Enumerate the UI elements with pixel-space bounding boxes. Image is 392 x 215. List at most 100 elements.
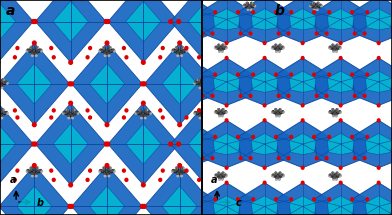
Circle shape bbox=[351, 198, 354, 201]
Circle shape bbox=[70, 113, 71, 114]
Circle shape bbox=[195, 112, 196, 113]
Circle shape bbox=[213, 82, 217, 86]
Circle shape bbox=[319, 4, 322, 7]
Circle shape bbox=[363, 157, 366, 160]
Circle shape bbox=[32, 173, 34, 175]
Circle shape bbox=[274, 175, 275, 176]
Circle shape bbox=[275, 109, 277, 111]
Circle shape bbox=[339, 111, 340, 112]
Polygon shape bbox=[162, 120, 215, 168]
Circle shape bbox=[125, 56, 128, 59]
Circle shape bbox=[3, 112, 5, 115]
Circle shape bbox=[203, 81, 204, 82]
Circle shape bbox=[198, 111, 201, 113]
Circle shape bbox=[276, 177, 278, 179]
Circle shape bbox=[336, 46, 337, 47]
Circle shape bbox=[179, 171, 180, 172]
Circle shape bbox=[221, 177, 222, 178]
Circle shape bbox=[263, 181, 266, 184]
Circle shape bbox=[182, 167, 183, 168]
Circle shape bbox=[279, 178, 280, 180]
Circle shape bbox=[204, 79, 206, 81]
Circle shape bbox=[280, 175, 282, 177]
Polygon shape bbox=[327, 9, 354, 30]
Circle shape bbox=[328, 73, 330, 76]
Circle shape bbox=[290, 11, 292, 14]
Circle shape bbox=[35, 175, 37, 177]
Circle shape bbox=[69, 113, 72, 115]
Circle shape bbox=[103, 49, 106, 51]
Circle shape bbox=[106, 51, 107, 52]
Circle shape bbox=[221, 114, 223, 116]
Polygon shape bbox=[16, 186, 52, 215]
Circle shape bbox=[279, 46, 280, 47]
Circle shape bbox=[312, 5, 313, 6]
Circle shape bbox=[278, 177, 279, 178]
Circle shape bbox=[336, 115, 337, 117]
Circle shape bbox=[33, 142, 37, 146]
Circle shape bbox=[253, 4, 255, 7]
Circle shape bbox=[333, 177, 334, 178]
Circle shape bbox=[377, 57, 380, 60]
Circle shape bbox=[243, 5, 245, 7]
Circle shape bbox=[331, 111, 333, 114]
Circle shape bbox=[336, 46, 338, 48]
Circle shape bbox=[279, 110, 281, 113]
Circle shape bbox=[332, 172, 334, 175]
Circle shape bbox=[36, 167, 37, 168]
Circle shape bbox=[149, 112, 150, 113]
Circle shape bbox=[332, 44, 334, 47]
Circle shape bbox=[169, 142, 172, 146]
Circle shape bbox=[280, 172, 281, 174]
Circle shape bbox=[106, 171, 107, 172]
Circle shape bbox=[30, 167, 32, 169]
Polygon shape bbox=[175, 196, 202, 215]
Circle shape bbox=[146, 109, 147, 111]
Circle shape bbox=[180, 53, 182, 55]
Circle shape bbox=[179, 171, 181, 173]
Circle shape bbox=[336, 172, 338, 175]
Circle shape bbox=[274, 111, 276, 114]
Circle shape bbox=[1, 111, 4, 113]
Circle shape bbox=[5, 112, 6, 113]
Circle shape bbox=[103, 167, 104, 169]
Circle shape bbox=[276, 51, 277, 52]
Polygon shape bbox=[352, 183, 392, 215]
Circle shape bbox=[272, 46, 274, 49]
Circle shape bbox=[366, 135, 368, 138]
Circle shape bbox=[249, 157, 252, 160]
Circle shape bbox=[245, 5, 246, 6]
Circle shape bbox=[245, 5, 247, 7]
Circle shape bbox=[225, 47, 227, 49]
Circle shape bbox=[142, 113, 144, 115]
Circle shape bbox=[237, 135, 240, 138]
Circle shape bbox=[254, 5, 256, 7]
Circle shape bbox=[181, 169, 183, 171]
Circle shape bbox=[198, 79, 199, 81]
Circle shape bbox=[219, 178, 220, 180]
Circle shape bbox=[204, 109, 205, 110]
Circle shape bbox=[225, 181, 228, 184]
Circle shape bbox=[275, 73, 278, 76]
Circle shape bbox=[279, 44, 281, 47]
Circle shape bbox=[240, 142, 243, 146]
Circle shape bbox=[145, 117, 146, 119]
Polygon shape bbox=[0, 43, 70, 125]
Circle shape bbox=[328, 135, 330, 138]
Circle shape bbox=[332, 46, 333, 47]
Circle shape bbox=[204, 109, 206, 111]
Circle shape bbox=[187, 119, 190, 122]
Circle shape bbox=[32, 53, 34, 55]
Polygon shape bbox=[0, 166, 70, 215]
Circle shape bbox=[26, 50, 28, 52]
Circle shape bbox=[316, 7, 318, 9]
Circle shape bbox=[283, 47, 284, 49]
Circle shape bbox=[325, 157, 328, 160]
Circle shape bbox=[276, 114, 277, 115]
Circle shape bbox=[225, 47, 226, 48]
Circle shape bbox=[103, 167, 105, 169]
Circle shape bbox=[106, 20, 110, 23]
Circle shape bbox=[252, 135, 254, 138]
Circle shape bbox=[335, 49, 337, 51]
Circle shape bbox=[32, 55, 33, 56]
